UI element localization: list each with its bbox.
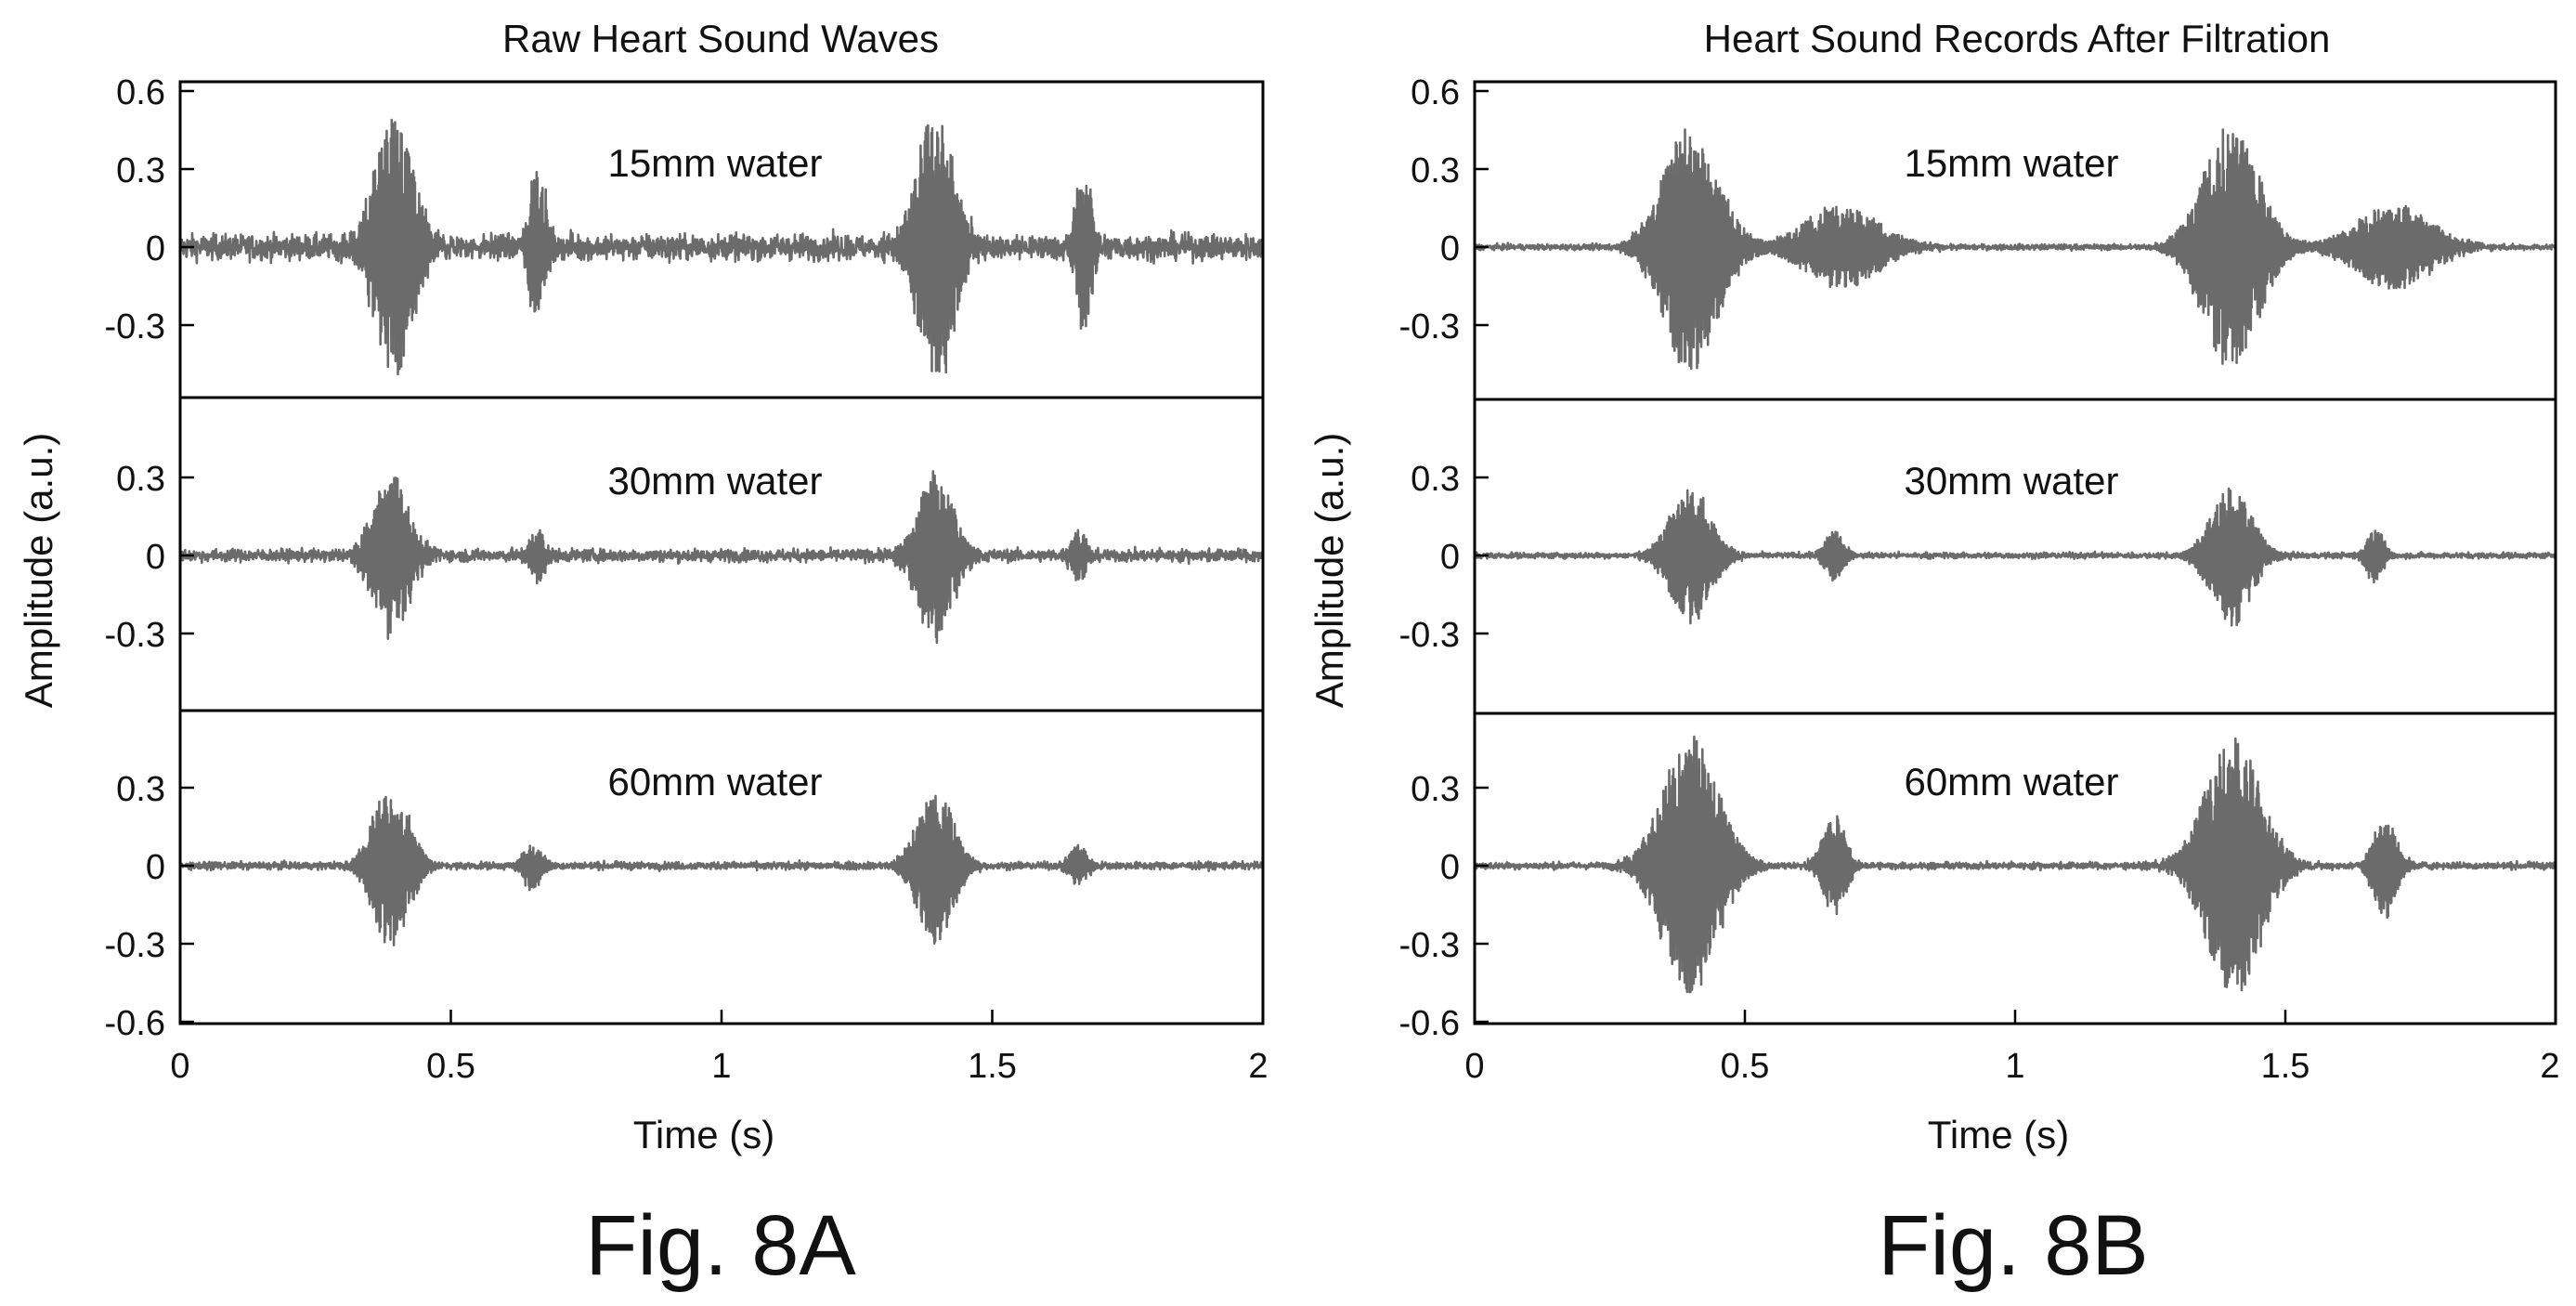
trace-a-30mm [178, 470, 1265, 644]
x-tick-label: 2 [1248, 1047, 1268, 1086]
y-axis-label-b: Amplitude (a.u.) [1308, 433, 1351, 708]
y-ticks-a-60mm: 0.3 0 -0.3 -0.6 [105, 770, 194, 1043]
trace-b-30mm [1473, 487, 2557, 627]
trace-a-15mm [178, 118, 1265, 376]
x-tick-label: 2 [2540, 1047, 2559, 1086]
x-tick-label: 0.5 [426, 1047, 475, 1086]
y-tick-label: -0.6 [1399, 1004, 1460, 1043]
y-tick-label: 0 [146, 538, 165, 577]
x-tick-label: 0.5 [1721, 1047, 1770, 1086]
waveform-line [178, 470, 1265, 644]
panel-label-b-60mm: 60mm water [1904, 760, 2118, 803]
y-tick-label: 0.3 [116, 460, 165, 499]
y-tick-label: 0.3 [116, 151, 165, 190]
y-tick-label: 0 [1440, 538, 1460, 577]
waveform-line [1473, 128, 2556, 370]
y-tick-label: 0 [146, 848, 165, 887]
panel-label-b-15mm: 15mm water [1904, 141, 2118, 185]
y-ticks-b-60mm: 0.3 0 -0.3 -0.6 [1399, 770, 1489, 1043]
y-tick-label: -0.6 [105, 1004, 165, 1043]
y-ticks-b-15mm: 0.6 0.3 0 -0.3 [1399, 73, 1489, 346]
chart-title-a: Raw Heart Sound Waves [502, 17, 939, 60]
panel-label-a-60mm: 60mm water [607, 760, 822, 803]
trace-a-60mm [178, 794, 1265, 947]
y-tick-label: -0.3 [105, 616, 165, 655]
waveform-line [1473, 487, 2557, 627]
y-tick-label: 0 [146, 229, 165, 268]
panel-label-a-15mm: 15mm water [607, 141, 822, 185]
y-tick-label: -0.3 [1399, 307, 1460, 346]
y-ticks-a-15mm: 0.6 0.3 0 -0.3 [105, 73, 194, 346]
panel-label-a-30mm: 30mm water [607, 459, 822, 503]
y-tick-label: 0.3 [1411, 151, 1460, 190]
y-axis-label-a: Amplitude (a.u.) [17, 433, 60, 708]
waveform-line [178, 794, 1265, 947]
x-axis-label-b: Time (s) [1928, 1113, 2069, 1156]
x-ticks-b: 0 0.5 1 1.5 2 [1464, 1010, 2560, 1086]
figure-label-b: Fig. 8B [1878, 1198, 2148, 1293]
y-tick-label: 0.6 [116, 73, 165, 112]
x-ticks-a: 0 0.5 1 1.5 2 [170, 1010, 1268, 1086]
y-tick-label: 0 [1440, 848, 1460, 887]
x-tick-label: 1 [2005, 1047, 2024, 1086]
y-ticks-b-30mm: 0.3 0 -0.3 [1399, 460, 1489, 655]
waveform-line [178, 118, 1265, 376]
chart-title-b: Heart Sound Records After Filtration [1704, 17, 2331, 60]
figure-label-a: Fig. 8A [585, 1198, 856, 1293]
y-tick-label: -0.3 [105, 926, 165, 965]
panel-label-b-30mm: 30mm water [1904, 459, 2118, 503]
y-tick-label: -0.3 [1399, 616, 1460, 655]
figure-8a: Raw Heart Sound Waves Amplitude (a.u.) 1… [17, 17, 1268, 1293]
trace-b-60mm [1473, 735, 2556, 994]
y-tick-label: 0 [1440, 229, 1460, 268]
y-tick-label: 0.3 [1411, 460, 1460, 499]
y-ticks-a-30mm: 0.3 0 -0.3 [105, 460, 194, 655]
x-axis-label-a: Time (s) [633, 1113, 774, 1156]
x-tick-label: 0 [170, 1047, 189, 1086]
x-tick-label: 1.5 [2261, 1047, 2310, 1086]
figure-8b: Heart Sound Records After Filtration Amp… [1308, 17, 2560, 1293]
y-tick-label: 0.3 [116, 770, 165, 809]
x-tick-label: 1 [711, 1047, 731, 1086]
trace-b-15mm [1473, 128, 2556, 370]
x-tick-label: 0 [1464, 1047, 1484, 1086]
x-tick-label: 1.5 [968, 1047, 1017, 1086]
y-tick-label: -0.3 [1399, 926, 1460, 965]
y-tick-label: 0.3 [1411, 770, 1460, 809]
y-tick-label: 0.6 [1411, 73, 1460, 112]
waveform-line [1473, 735, 2556, 994]
y-tick-label: -0.3 [105, 307, 165, 346]
